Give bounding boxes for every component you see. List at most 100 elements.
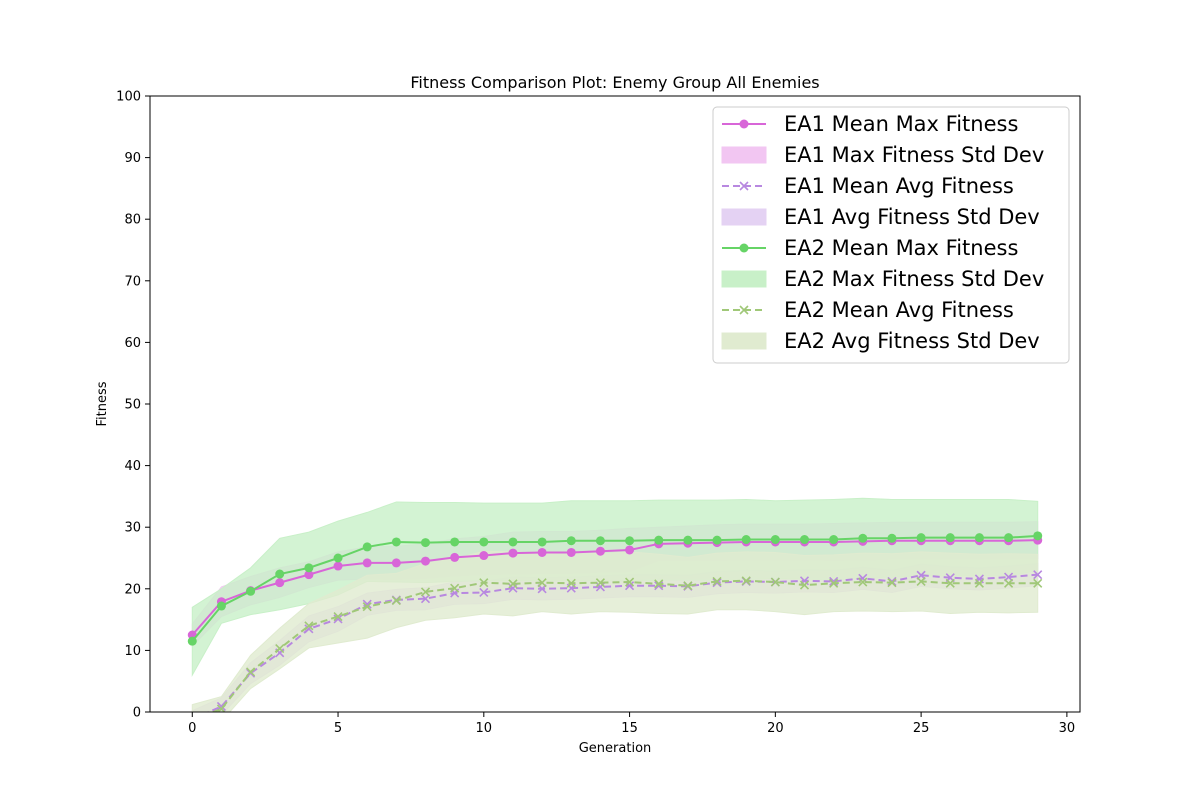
data-point [304,621,314,631]
data-point [712,576,722,586]
x-tick-label: 0 [188,721,196,736]
legend-marker [739,243,749,253]
data-point [683,535,693,545]
data-point [625,577,635,587]
legend-band-swatch [721,208,767,226]
data-point [829,578,839,588]
data-point [333,553,343,563]
x-axis: 0 5 10 15 20 25 30 [188,712,1075,736]
legend-marker [739,305,749,315]
data-point [1033,570,1043,580]
data-point [683,581,693,591]
series-line-3 [191,534,1038,642]
data-point [595,546,605,556]
data-point [216,601,226,611]
y-tick-label: 20 [124,582,141,597]
x-tick-label: 20 [767,721,784,736]
x-tick-label: 30 [1059,721,1076,736]
data-point [421,538,431,548]
data-point [391,537,401,547]
data-point [304,624,314,634]
data-point [275,569,285,579]
data-point [625,536,635,546]
y-tick-label: 90 [124,151,141,166]
y-tick-label: 40 [124,459,141,474]
legend-entry-label: EA1 Mean Max Fitness [784,112,1018,136]
data-point [391,558,401,568]
data-point [362,542,372,552]
legend-entry-label: EA2 Mean Avg Fitness [784,298,1014,322]
data-point [566,578,576,588]
data-point [479,551,489,561]
data-point [945,533,955,543]
data-point [858,573,868,583]
y-tick-label: 100 [116,90,141,105]
x-axis-label: Generation [579,741,652,756]
data-point [304,570,314,580]
data-point [333,561,343,571]
x-tick-label: 25 [913,721,930,736]
data-point [1004,578,1014,588]
data-point [479,578,489,588]
data-point [391,595,401,606]
data-point [566,547,576,557]
data-point [595,578,605,588]
y-tick-label: 0 [133,706,141,721]
data-point [508,537,518,547]
data-point [450,552,460,562]
data-point [654,579,664,589]
legend-band-swatch [721,332,767,350]
data-point [974,578,984,588]
data-point [829,535,839,545]
data-point [246,667,256,677]
data-point [887,533,897,543]
y-tick-label: 70 [124,274,141,289]
data-point [595,536,605,546]
data-point [799,535,809,545]
data-point [858,533,868,543]
legend-box [712,106,1070,364]
data-point [450,537,460,547]
data-point [537,578,547,588]
data-point [421,556,431,566]
data-point [712,535,722,545]
data-point [741,535,751,545]
data-point [566,536,576,546]
data-point [333,611,343,622]
data-point [362,602,372,612]
data-point [887,576,897,586]
series-line-4 [210,579,1038,712]
legend-marker [739,119,749,129]
data-point [187,636,197,646]
data-point [275,643,285,654]
y-tick-label: 30 [124,521,141,536]
data-point [916,533,926,543]
legend-band-swatch [721,146,767,164]
data-point [508,548,518,558]
data-point [1033,531,1043,541]
data-point [362,558,372,568]
data-point [420,587,431,597]
data-point [770,577,780,587]
x-tick-label: 5 [334,721,342,736]
data-point [537,537,547,547]
y-axis-label: Fitness [95,381,110,426]
data-point [450,583,460,593]
data-point [246,586,256,596]
y-tick-label: 50 [124,398,141,413]
data-point [945,578,955,588]
legend-entry-label: EA1 Max Fitness Std Dev [784,143,1044,167]
series-line-1 [191,539,1038,636]
data-point [858,577,868,587]
data-point [770,535,780,545]
data-point [479,587,489,598]
data-point [799,580,810,590]
x-tick-label: 15 [621,721,638,736]
data-point [275,578,285,588]
data-point [420,594,431,604]
chart-title: Fitness Comparison Plot: Enemy Group All… [410,73,819,92]
legend: EA1 Mean Max Fitness EA1 Max Fitness Std … [712,106,1070,364]
legend-entry-label: EA2 Max Fitness Std Dev [784,267,1044,291]
data-point [916,576,926,586]
data-point [537,547,547,557]
